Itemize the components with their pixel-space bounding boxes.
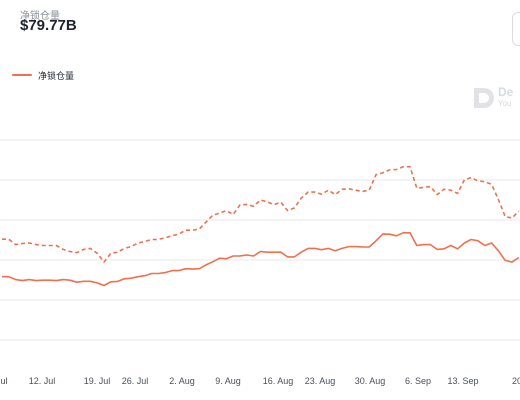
x-tick-label: ul <box>0 376 7 386</box>
x-tick-label: 19. Jul <box>84 376 111 386</box>
chart-title: $79.77B <box>20 17 77 34</box>
x-tick-label: 9. Aug <box>215 376 241 386</box>
x-axis: ul 12. Jul 19. Jul 26. Jul 2. Aug 9. Aug 16. A… <box>0 376 520 386</box>
series-group <box>2 165 520 287</box>
x-tick-label: 2. Aug <box>169 376 195 386</box>
legend-label: 净锁仓量 <box>38 70 75 81</box>
options-button[interactable] <box>512 12 520 46</box>
x-tick-label: 6. Sep <box>405 376 431 386</box>
series-line-solid <box>2 232 520 287</box>
watermark: De You <box>472 86 513 110</box>
x-tick-label: 30. Aug <box>355 376 386 386</box>
x-tick-label: 12. Jul <box>29 376 56 386</box>
legend[interactable]: 净锁仓量 <box>12 68 74 82</box>
grid <box>0 139 520 341</box>
watermark-text: De <box>498 85 514 99</box>
x-tick-label: 16. Aug <box>263 376 294 386</box>
watermark-subtext: You <box>498 99 512 108</box>
x-tick-label: 13. Sep <box>447 376 478 386</box>
x-tick-label: 26. Jul <box>122 376 149 386</box>
x-tick-label: 23. Aug <box>305 376 336 386</box>
series-line-dashed <box>2 165 520 263</box>
watermark-logo-icon <box>474 88 494 108</box>
chart-subtitle: 净锁仓量 <box>20 11 60 22</box>
x-tick-label: 20. Se <box>512 376 520 386</box>
legend-swatch <box>12 74 32 76</box>
